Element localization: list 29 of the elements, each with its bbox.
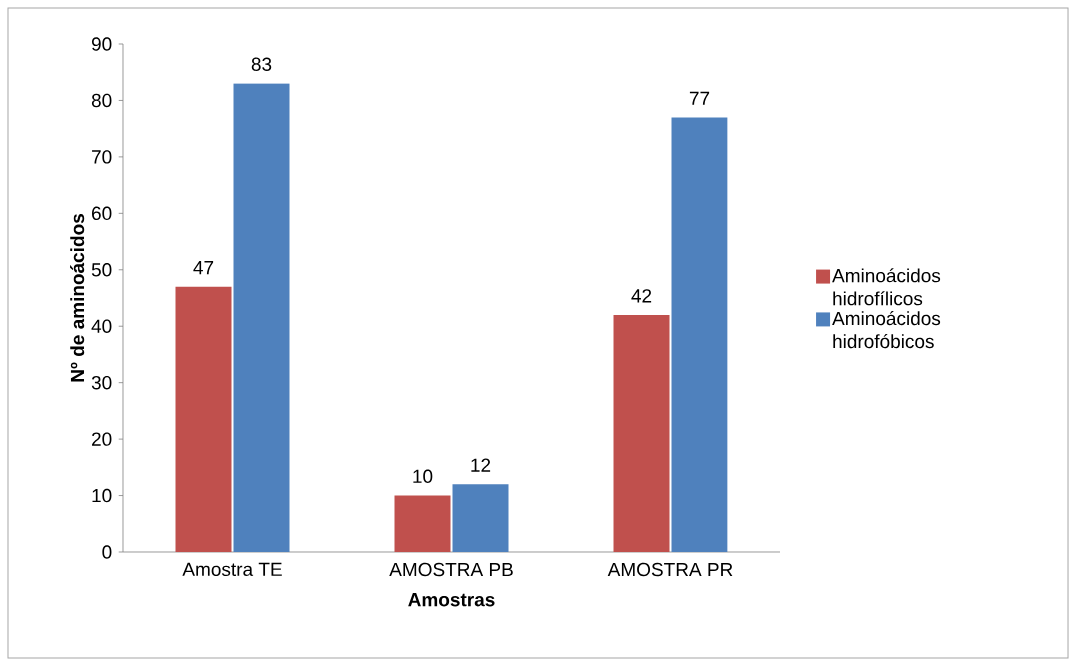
data-label: 83 <box>251 57 272 71</box>
data-label: 42 <box>631 289 652 303</box>
y-tick-label: 50 <box>91 263 112 277</box>
y-axis-title: Nº de aminoácidos <box>70 214 85 382</box>
bar <box>233 83 290 552</box>
x-tick-label: AMOSTRA PB <box>389 562 513 577</box>
y-tick-label: 30 <box>91 375 112 390</box>
data-label: 12 <box>471 458 491 472</box>
y-tick-label: 40 <box>91 319 112 333</box>
y-tick-label: 20 <box>92 432 112 446</box>
data-label: 77 <box>689 91 710 105</box>
y-tick-label: 90 <box>91 37 112 51</box>
bar <box>394 495 451 552</box>
x-axis-title: Amostras <box>408 593 495 607</box>
y-tick-label: 70 <box>92 150 112 164</box>
y-tick-label: 80 <box>91 93 112 108</box>
bar <box>613 314 670 552</box>
legend-label: Aminoácidos hidrofílicos <box>832 268 941 306</box>
y-tick-label: 0 <box>102 545 112 559</box>
bar <box>452 484 509 552</box>
y-tick-label: 60 <box>92 206 112 221</box>
data-label: 47 <box>193 261 214 275</box>
bar <box>175 286 232 552</box>
x-tick-label: AMOSTRA PR <box>607 562 733 577</box>
y-tick-label: 10 <box>92 488 112 503</box>
data-label: 10 <box>413 469 433 484</box>
bar <box>671 117 728 552</box>
legend-label: Aminoácidos hidrofóbicos <box>832 311 941 349</box>
x-tick-label: Amostra TE <box>182 562 282 577</box>
